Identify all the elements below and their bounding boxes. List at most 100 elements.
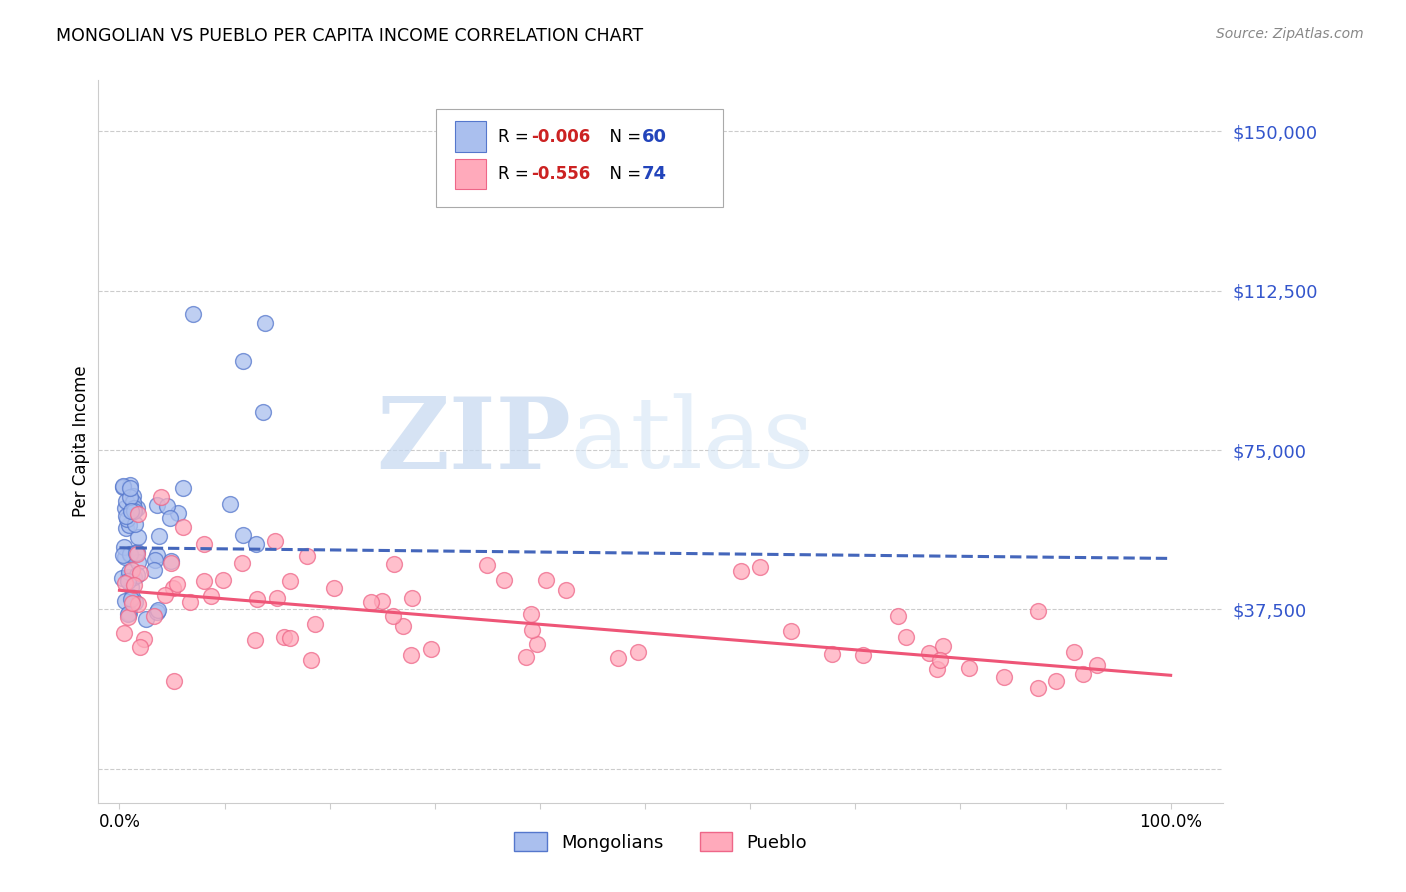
- Point: [127, 507, 149, 521]
- Point: [118, 477, 141, 491]
- Point: [118, 518, 141, 533]
- Text: R =: R =: [498, 128, 534, 145]
- Point: [245, 537, 267, 551]
- Point: [127, 597, 149, 611]
- Point: [253, 316, 276, 330]
- Point: [148, 529, 170, 543]
- Point: [148, 603, 170, 617]
- Point: [200, 589, 222, 603]
- Point: [125, 501, 148, 516]
- Point: [526, 637, 548, 651]
- Point: [124, 517, 146, 532]
- Point: [172, 519, 194, 533]
- Point: [142, 609, 165, 624]
- Point: [127, 530, 149, 544]
- Point: [111, 548, 134, 562]
- Point: [278, 631, 301, 645]
- Point: [125, 545, 148, 559]
- Point: [925, 662, 948, 676]
- Point: [120, 549, 142, 563]
- Point: [232, 353, 254, 368]
- Point: [132, 632, 155, 647]
- Point: [181, 307, 204, 321]
- Point: [117, 607, 139, 622]
- Text: ZIP: ZIP: [375, 393, 571, 490]
- Point: [730, 564, 752, 578]
- Point: [304, 617, 326, 632]
- Point: [124, 595, 146, 609]
- Point: [399, 648, 422, 662]
- Point: [124, 501, 146, 516]
- Point: [360, 594, 382, 608]
- Point: [167, 507, 190, 521]
- Point: [211, 573, 233, 587]
- Point: [115, 494, 138, 508]
- Point: [193, 574, 215, 589]
- Point: [245, 632, 267, 647]
- Point: [606, 651, 628, 665]
- Point: [160, 554, 183, 568]
- Point: [515, 649, 537, 664]
- Point: [127, 555, 149, 569]
- Point: [193, 536, 215, 550]
- Point: [381, 608, 404, 623]
- Point: [120, 592, 142, 607]
- Point: [780, 624, 803, 638]
- Point: [1071, 666, 1094, 681]
- Point: [146, 548, 169, 562]
- Point: [536, 574, 558, 588]
- Point: [115, 521, 138, 535]
- Point: [114, 500, 136, 515]
- Point: [993, 670, 1015, 684]
- Point: [273, 630, 295, 644]
- Point: [401, 591, 423, 605]
- Point: [122, 570, 145, 584]
- Text: N =: N =: [599, 165, 647, 183]
- Text: MONGOLIAN VS PUEBLO PER CAPITA INCOME CORRELATION CHART: MONGOLIAN VS PUEBLO PER CAPITA INCOME CO…: [56, 27, 644, 45]
- Point: [918, 646, 941, 660]
- Point: [159, 556, 181, 570]
- Point: [111, 571, 134, 585]
- Text: R =: R =: [498, 165, 534, 183]
- Text: N =: N =: [599, 128, 647, 145]
- Text: 74: 74: [641, 165, 666, 183]
- Point: [932, 640, 955, 654]
- Point: [121, 595, 143, 609]
- Point: [278, 574, 301, 588]
- Point: [118, 490, 141, 504]
- Point: [120, 580, 142, 594]
- FancyBboxPatch shape: [436, 109, 723, 207]
- Point: [112, 626, 135, 640]
- Point: [295, 549, 318, 563]
- Point: [112, 540, 135, 554]
- Point: [124, 546, 146, 560]
- Point: [117, 610, 139, 624]
- Point: [120, 504, 142, 518]
- Point: [118, 606, 141, 620]
- Point: [1026, 681, 1049, 695]
- Text: -0.556: -0.556: [531, 165, 591, 183]
- Point: [219, 497, 242, 511]
- Point: [477, 558, 499, 572]
- Point: [111, 479, 134, 493]
- Point: [420, 641, 443, 656]
- Point: [115, 512, 138, 526]
- Point: [382, 558, 405, 572]
- Point: [162, 581, 184, 595]
- Point: [122, 504, 145, 518]
- Point: [929, 653, 952, 667]
- Point: [166, 576, 188, 591]
- Point: [124, 578, 146, 592]
- Point: [114, 575, 136, 590]
- Point: [143, 553, 166, 567]
- Point: [129, 640, 152, 655]
- Point: [887, 609, 910, 624]
- Point: [555, 583, 578, 598]
- Text: -0.006: -0.006: [531, 128, 591, 145]
- Point: [852, 648, 875, 662]
- Point: [1045, 674, 1067, 689]
- Point: [264, 534, 287, 549]
- Point: [125, 547, 148, 561]
- Point: [150, 490, 173, 504]
- Text: 60: 60: [641, 128, 666, 145]
